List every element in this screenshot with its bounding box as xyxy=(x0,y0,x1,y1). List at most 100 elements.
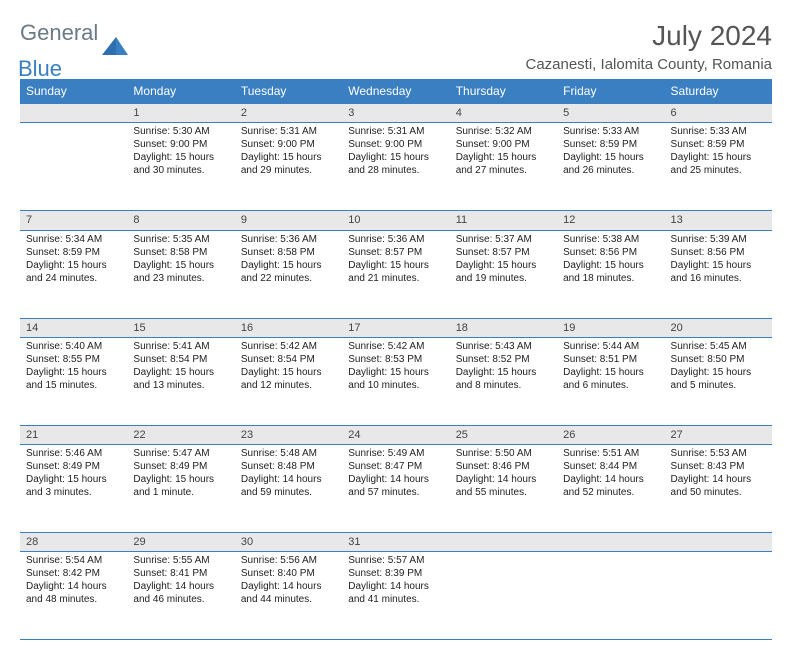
day-number: 12 xyxy=(557,211,664,229)
day-detail-cell: Sunrise: 5:55 AMSunset: 8:41 PMDaylight:… xyxy=(127,552,234,640)
day-number-cell: 28 xyxy=(20,533,127,552)
day-detail: Sunrise: 5:48 AMSunset: 8:48 PMDaylight:… xyxy=(235,445,342,505)
day-d2: and 8 minutes. xyxy=(456,379,551,392)
day-number-cell xyxy=(450,533,557,552)
day-sr: Sunrise: 5:33 AM xyxy=(563,125,658,138)
day-number-cell xyxy=(557,533,664,552)
day-detail-row: Sunrise: 5:30 AMSunset: 9:00 PMDaylight:… xyxy=(20,123,772,211)
day-sr: Sunrise: 5:38 AM xyxy=(563,233,658,246)
day-detail: Sunrise: 5:37 AMSunset: 8:57 PMDaylight:… xyxy=(450,231,557,291)
day-ss: Sunset: 8:56 PM xyxy=(563,246,658,259)
day-d2: and 41 minutes. xyxy=(348,593,443,606)
day-number: 28 xyxy=(20,533,127,551)
day-detail-cell: Sunrise: 5:31 AMSunset: 9:00 PMDaylight:… xyxy=(235,123,342,211)
day-detail-cell: Sunrise: 5:36 AMSunset: 8:58 PMDaylight:… xyxy=(235,230,342,318)
day-detail: Sunrise: 5:50 AMSunset: 8:46 PMDaylight:… xyxy=(450,445,557,505)
day-ss: Sunset: 8:39 PM xyxy=(348,567,443,580)
day-number-cell: 15 xyxy=(127,318,234,337)
day-ss: Sunset: 8:50 PM xyxy=(671,353,766,366)
day-d1: Daylight: 14 hours xyxy=(671,473,766,486)
day-detail-cell: Sunrise: 5:32 AMSunset: 9:00 PMDaylight:… xyxy=(450,123,557,211)
day-detail: Sunrise: 5:31 AMSunset: 9:00 PMDaylight:… xyxy=(342,123,449,183)
day-number-cell: 10 xyxy=(342,211,449,230)
day-detail-cell: Sunrise: 5:50 AMSunset: 8:46 PMDaylight:… xyxy=(450,445,557,533)
calendar-page: General Blue July 2024 Cazanesti, Ialomi… xyxy=(0,0,792,650)
day-number: 16 xyxy=(235,319,342,337)
page-header: General Blue July 2024 Cazanesti, Ialomi… xyxy=(20,20,772,73)
day-detail-cell: Sunrise: 5:42 AMSunset: 8:53 PMDaylight:… xyxy=(342,337,449,425)
day-d2: and 3 minutes. xyxy=(26,486,121,499)
day-detail: Sunrise: 5:57 AMSunset: 8:39 PMDaylight:… xyxy=(342,552,449,612)
day-number: 18 xyxy=(450,319,557,337)
day-detail-cell: Sunrise: 5:47 AMSunset: 8:49 PMDaylight:… xyxy=(127,445,234,533)
day-ss: Sunset: 8:59 PM xyxy=(26,246,121,259)
day-d1: Daylight: 15 hours xyxy=(348,151,443,164)
day-ss: Sunset: 8:46 PM xyxy=(456,460,551,473)
day-d2: and 55 minutes. xyxy=(456,486,551,499)
day-d2: and 25 minutes. xyxy=(671,164,766,177)
day-d1: Daylight: 15 hours xyxy=(26,366,121,379)
day-detail-cell: Sunrise: 5:49 AMSunset: 8:47 PMDaylight:… xyxy=(342,445,449,533)
day-d2: and 19 minutes. xyxy=(456,272,551,285)
day-d2: and 46 minutes. xyxy=(133,593,228,606)
day-detail-cell: Sunrise: 5:56 AMSunset: 8:40 PMDaylight:… xyxy=(235,552,342,640)
day-sr: Sunrise: 5:33 AM xyxy=(671,125,766,138)
day-d1: Daylight: 15 hours xyxy=(241,259,336,272)
day-d1: Daylight: 14 hours xyxy=(348,580,443,593)
day-number-row: 123456 xyxy=(20,104,772,123)
day-ss: Sunset: 8:41 PM xyxy=(133,567,228,580)
day-d1: Daylight: 14 hours xyxy=(241,580,336,593)
day-number: 2 xyxy=(235,104,342,122)
day-number: 23 xyxy=(235,426,342,444)
day-detail-row: Sunrise: 5:40 AMSunset: 8:55 PMDaylight:… xyxy=(20,337,772,425)
day-d2: and 15 minutes. xyxy=(26,379,121,392)
day-detail-cell: Sunrise: 5:42 AMSunset: 8:54 PMDaylight:… xyxy=(235,337,342,425)
day-d1: Daylight: 15 hours xyxy=(133,366,228,379)
day-detail: Sunrise: 5:33 AMSunset: 8:59 PMDaylight:… xyxy=(557,123,664,183)
day-number-cell: 19 xyxy=(557,318,664,337)
day-detail: Sunrise: 5:36 AMSunset: 8:57 PMDaylight:… xyxy=(342,231,449,291)
day-ss: Sunset: 8:43 PM xyxy=(671,460,766,473)
day-number-cell: 30 xyxy=(235,533,342,552)
day-detail-cell: Sunrise: 5:39 AMSunset: 8:56 PMDaylight:… xyxy=(665,230,772,318)
day-ss: Sunset: 9:00 PM xyxy=(241,138,336,151)
day-number-cell: 22 xyxy=(127,425,234,444)
day-d2: and 12 minutes. xyxy=(241,379,336,392)
day-sr: Sunrise: 5:43 AM xyxy=(456,340,551,353)
day-d2: and 21 minutes. xyxy=(348,272,443,285)
weekday-header: Friday xyxy=(557,79,664,104)
day-number: 10 xyxy=(342,211,449,229)
day-number-row: 78910111213 xyxy=(20,211,772,230)
day-detail: Sunrise: 5:43 AMSunset: 8:52 PMDaylight:… xyxy=(450,338,557,398)
day-number: 15 xyxy=(127,319,234,337)
day-detail: Sunrise: 5:55 AMSunset: 8:41 PMDaylight:… xyxy=(127,552,234,612)
day-detail: Sunrise: 5:44 AMSunset: 8:51 PMDaylight:… xyxy=(557,338,664,398)
day-sr: Sunrise: 5:53 AM xyxy=(671,447,766,460)
day-sr: Sunrise: 5:34 AM xyxy=(26,233,121,246)
logo-triangle-icon xyxy=(102,33,128,55)
day-number-cell: 8 xyxy=(127,211,234,230)
day-d2: and 29 minutes. xyxy=(241,164,336,177)
day-number: 1 xyxy=(127,104,234,122)
day-number-cell: 7 xyxy=(20,211,127,230)
day-detail-cell: Sunrise: 5:36 AMSunset: 8:57 PMDaylight:… xyxy=(342,230,449,318)
day-d1: Daylight: 15 hours xyxy=(563,366,658,379)
day-ss: Sunset: 8:52 PM xyxy=(456,353,551,366)
day-ss: Sunset: 8:57 PM xyxy=(348,246,443,259)
day-ss: Sunset: 8:53 PM xyxy=(348,353,443,366)
day-detail-cell: Sunrise: 5:40 AMSunset: 8:55 PMDaylight:… xyxy=(20,337,127,425)
day-ss: Sunset: 9:00 PM xyxy=(456,138,551,151)
day-number-cell: 18 xyxy=(450,318,557,337)
day-d1: Daylight: 15 hours xyxy=(241,151,336,164)
day-sr: Sunrise: 5:54 AM xyxy=(26,554,121,567)
day-ss: Sunset: 8:47 PM xyxy=(348,460,443,473)
day-number-cell: 4 xyxy=(450,104,557,123)
day-detail: Sunrise: 5:34 AMSunset: 8:59 PMDaylight:… xyxy=(20,231,127,291)
day-d2: and 5 minutes. xyxy=(671,379,766,392)
day-d2: and 13 minutes. xyxy=(133,379,228,392)
day-detail-cell: Sunrise: 5:30 AMSunset: 9:00 PMDaylight:… xyxy=(127,123,234,211)
day-ss: Sunset: 8:49 PM xyxy=(26,460,121,473)
day-d1: Daylight: 15 hours xyxy=(671,366,766,379)
weekday-header: Tuesday xyxy=(235,79,342,104)
day-number: 24 xyxy=(342,426,449,444)
